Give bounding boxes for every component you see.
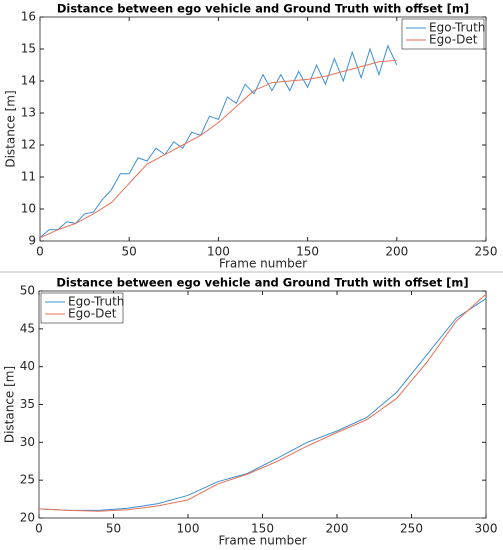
y-tick-label: 11 bbox=[21, 170, 36, 184]
legend-label: Ego-Truth bbox=[429, 21, 485, 35]
y-tick-label: 13 bbox=[21, 106, 36, 120]
y-tick-label: 50 bbox=[20, 284, 35, 298]
plot-area bbox=[39, 16, 487, 242]
data-line bbox=[39, 59, 397, 239]
data-line bbox=[39, 44, 398, 239]
x-tick-label: 150 bbox=[251, 522, 274, 536]
y-tick-label: 9 bbox=[28, 234, 36, 248]
x-tick-label: 300 bbox=[475, 522, 498, 536]
data-line bbox=[38, 298, 487, 511]
legend-label: Ego-Truth bbox=[68, 295, 124, 309]
x-tick-label: 250 bbox=[400, 522, 423, 536]
chart-title: Distance between ego vehicle and Ground … bbox=[57, 2, 469, 16]
y-tick-label: 30 bbox=[20, 435, 35, 449]
x-tick-label: 50 bbox=[106, 522, 121, 536]
y-tick-label: 20 bbox=[20, 511, 35, 525]
legend-label: Ego-Det bbox=[68, 307, 117, 321]
x-tick-label: 100 bbox=[177, 522, 200, 536]
x-tick-label: 0 bbox=[35, 522, 43, 536]
y-tick-label: 16 bbox=[21, 10, 36, 24]
x-tick-label: 50 bbox=[122, 245, 137, 259]
x-tick-label: 200 bbox=[326, 522, 349, 536]
data-line bbox=[38, 293, 487, 512]
legend-box bbox=[401, 18, 485, 50]
x-tick-label: 0 bbox=[36, 245, 44, 259]
y-tick-label: 12 bbox=[21, 138, 36, 152]
y-tick-label: 14 bbox=[21, 74, 36, 88]
y-axis-label: Distance [m] bbox=[3, 366, 17, 443]
y-tick-label: 25 bbox=[20, 473, 35, 487]
y-tick-label: 10 bbox=[21, 202, 36, 216]
y-tick-label: 45 bbox=[20, 321, 35, 335]
y-axis-label: Distance [m] bbox=[4, 90, 18, 167]
legend-box bbox=[40, 292, 124, 324]
plot-area bbox=[38, 290, 487, 519]
x-axis-label: Frame number bbox=[219, 257, 307, 271]
y-tick-label: 15 bbox=[21, 42, 36, 56]
legend-label: Ego-Det bbox=[429, 33, 478, 47]
x-axis-label: Frame number bbox=[218, 534, 306, 548]
y-tick-label: 35 bbox=[20, 397, 35, 411]
x-tick-label: 250 bbox=[475, 245, 498, 259]
x-tick-label: 100 bbox=[207, 245, 230, 259]
y-tick-label: 40 bbox=[20, 359, 35, 373]
x-tick-label: 200 bbox=[385, 245, 408, 259]
chart-title: Distance between ego vehicle and Ground … bbox=[56, 276, 468, 290]
x-tick-label: 150 bbox=[296, 245, 319, 259]
